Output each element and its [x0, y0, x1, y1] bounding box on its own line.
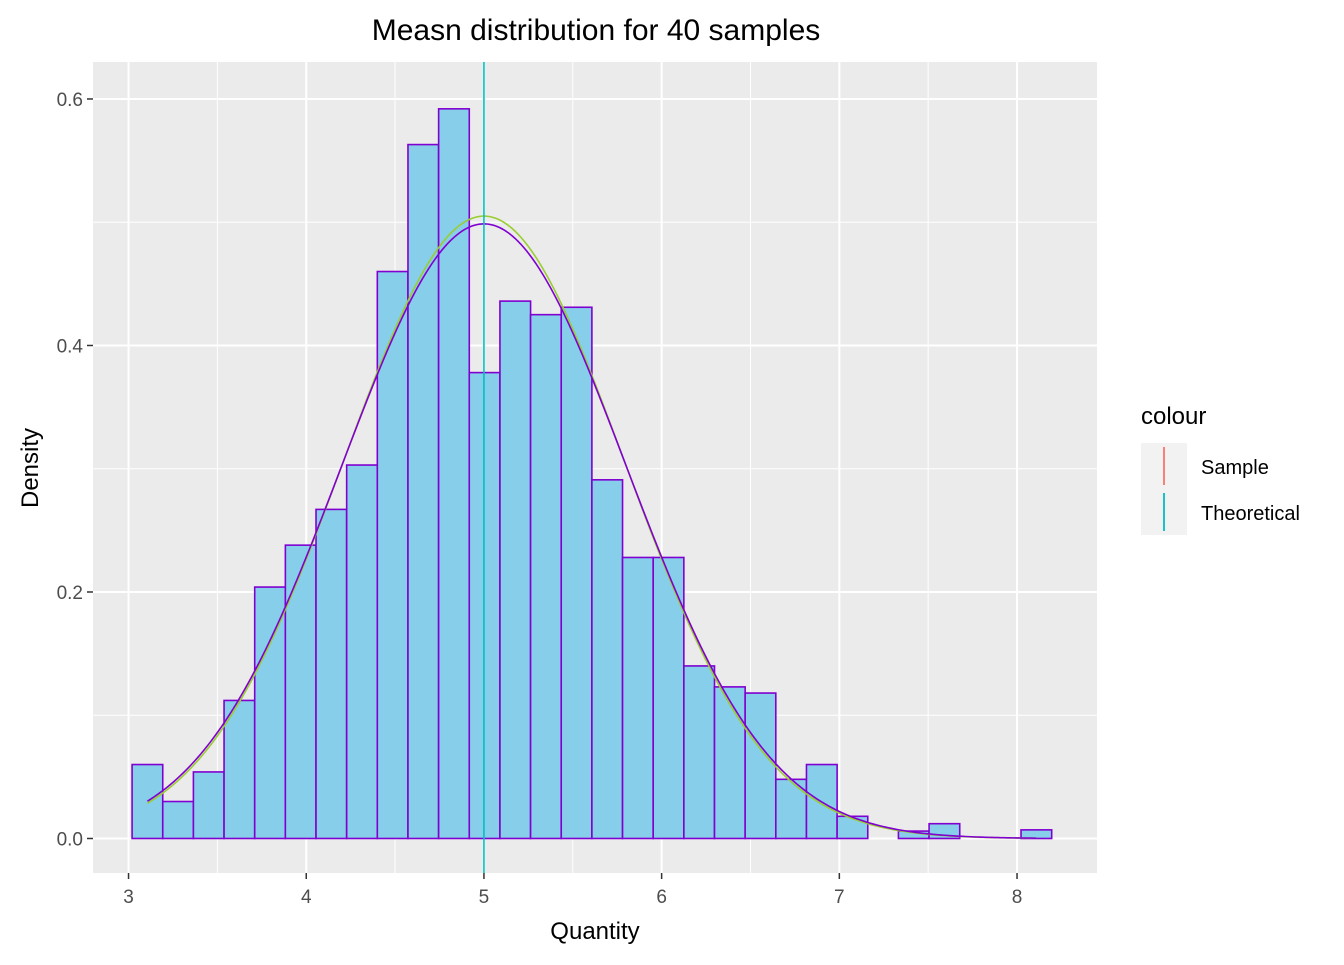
histogram-bar [744, 692, 777, 840]
histogram-bar [192, 771, 225, 840]
histogram-bar [683, 665, 716, 840]
x-axis-title: Quantity [550, 918, 639, 945]
legend-label-sample: Sample [1201, 457, 1269, 479]
histogram-bar [131, 763, 164, 840]
legend: colour Sample Theoretical [1141, 403, 1300, 535]
y-tick-label: 0.6 [57, 90, 83, 111]
y-tick-label: 0.2 [57, 583, 83, 604]
x-axis-ticks: 3 4 5 6 7 8 [123, 873, 1022, 908]
histogram-bar [253, 586, 287, 840]
chart-title: Measn distribution for 40 samples [372, 14, 821, 47]
x-tick-label: 5 [479, 887, 490, 908]
histogram-bar [345, 464, 379, 840]
y-tick-label: 0.4 [57, 336, 84, 357]
histogram-bar [591, 479, 624, 840]
x-tick-label: 7 [834, 887, 845, 908]
x-tick-label: 6 [656, 887, 667, 908]
histogram-bar [437, 108, 471, 840]
x-tick-label: 4 [301, 887, 312, 908]
histogram-bar [407, 143, 440, 840]
histogram-bar [1020, 829, 1053, 840]
y-axis-title: Density [17, 428, 44, 508]
density-curve-theoretical [146, 223, 1037, 839]
histogram-bar [529, 313, 563, 840]
histogram-bar [805, 763, 838, 840]
histogram-bar [315, 508, 348, 840]
histogram-bar [223, 699, 256, 840]
histogram-bar [621, 556, 654, 840]
legend-label-theoretical: Theoretical [1201, 503, 1300, 525]
y-tick-label: 0.0 [57, 829, 83, 850]
histogram-bar [376, 270, 409, 840]
histogram-bar [713, 686, 746, 840]
histogram-bar [161, 800, 195, 840]
histogram-bar [499, 300, 532, 840]
x-tick-label: 8 [1012, 887, 1023, 908]
x-tick-label: 3 [123, 887, 134, 908]
y-axis-ticks: 0.0 0.2 0.4 0.6 [57, 90, 93, 850]
density-curve-sample [147, 215, 1037, 840]
legend-title: colour [1141, 403, 1206, 430]
histogram-bar [284, 544, 317, 840]
density-curves [146, 215, 1037, 840]
histogram-bar [836, 815, 869, 840]
histogram-bar [560, 306, 593, 840]
